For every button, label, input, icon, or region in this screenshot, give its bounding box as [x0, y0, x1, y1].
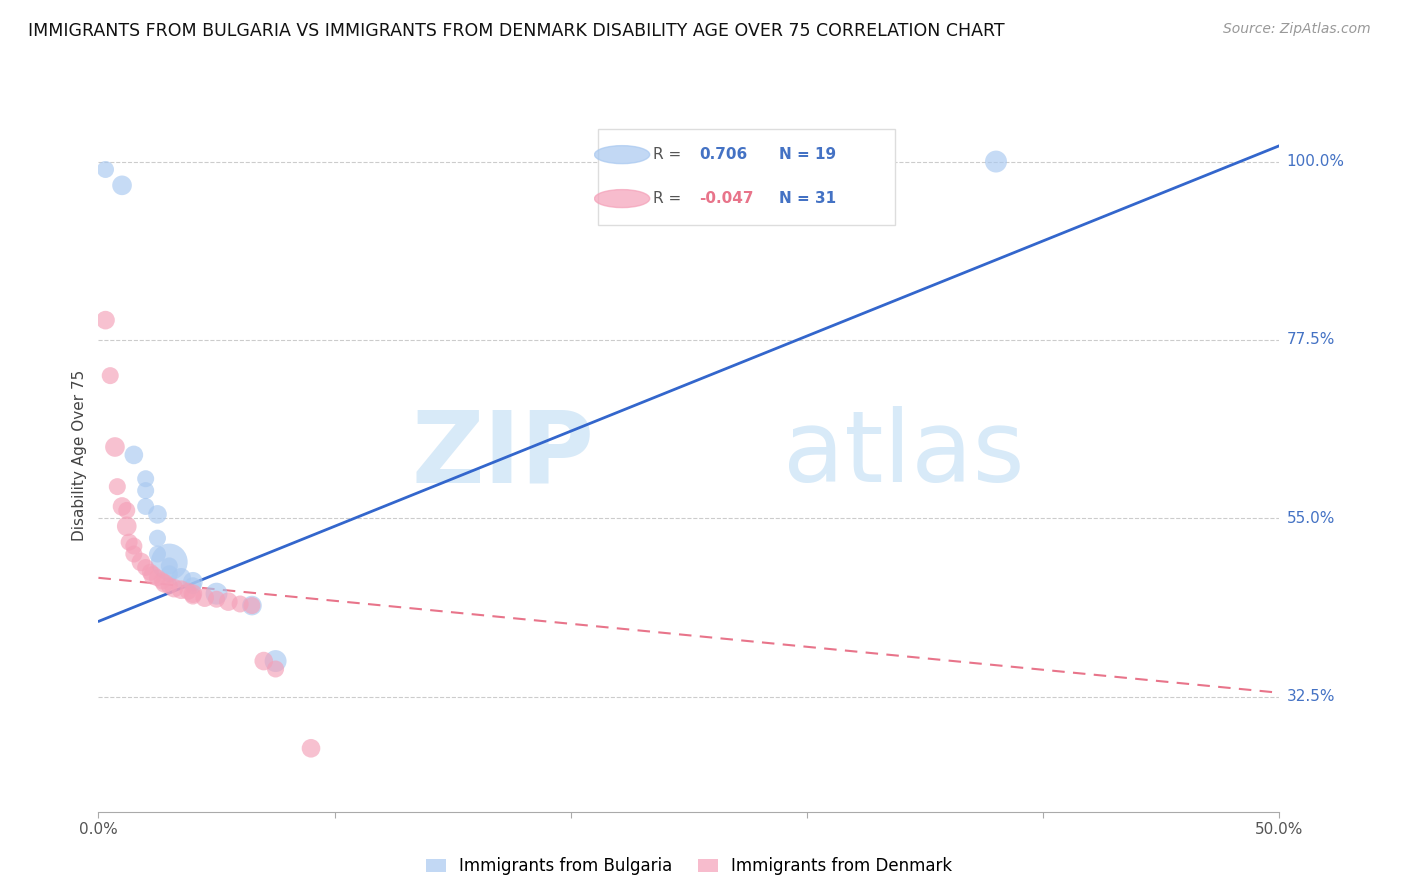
Text: N = 31: N = 31 [779, 191, 835, 206]
FancyBboxPatch shape [598, 128, 896, 225]
Point [135, 560, 157, 574]
Point [170, 582, 193, 597]
Text: N = 19: N = 19 [779, 147, 835, 162]
Point [157, 558, 180, 573]
Text: ZIP: ZIP [412, 407, 595, 503]
Point [253, 654, 276, 668]
Point [111, 500, 134, 514]
Point [217, 594, 239, 608]
Point [146, 547, 169, 561]
Point [264, 662, 287, 676]
Point [229, 597, 252, 611]
Text: 55.0%: 55.0% [1286, 511, 1334, 526]
Point [94, 162, 117, 177]
Point [170, 571, 193, 585]
Point [177, 584, 200, 599]
Y-axis label: Disability Age Over 75: Disability Age Over 75 [72, 369, 87, 541]
Text: 77.5%: 77.5% [1286, 333, 1334, 348]
Point [115, 519, 138, 533]
Point [181, 574, 204, 589]
Point [94, 313, 117, 327]
Point [129, 555, 152, 569]
Point [181, 589, 204, 603]
Point [111, 178, 134, 193]
Point [984, 154, 1007, 169]
Point [115, 503, 138, 517]
Point [181, 579, 204, 593]
Point [157, 579, 180, 593]
Legend: Immigrants from Bulgaria, Immigrants from Denmark: Immigrants from Bulgaria, Immigrants fro… [419, 851, 959, 882]
Point [205, 587, 228, 601]
Point [98, 368, 121, 383]
Text: 32.5%: 32.5% [1286, 690, 1334, 705]
Point [194, 591, 217, 605]
Point [157, 566, 180, 581]
Circle shape [595, 145, 650, 163]
Point [105, 480, 128, 494]
Point [146, 531, 169, 545]
Text: IMMIGRANTS FROM BULGARIA VS IMMIGRANTS FROM DENMARK DISABILITY AGE OVER 75 CORRE: IMMIGRANTS FROM BULGARIA VS IMMIGRANTS F… [28, 22, 1005, 40]
Point [146, 508, 169, 522]
Point [153, 576, 176, 591]
Text: atlas: atlas [783, 407, 1025, 503]
Point [205, 592, 228, 607]
Text: R =: R = [652, 147, 681, 162]
Point [181, 587, 204, 601]
Point [135, 472, 157, 486]
Point [142, 568, 165, 582]
Point [122, 547, 145, 561]
Text: 0.706: 0.706 [699, 147, 747, 162]
Circle shape [595, 190, 650, 208]
Point [240, 599, 263, 613]
Point [104, 440, 127, 454]
Point [135, 483, 157, 498]
Point [118, 535, 141, 549]
Point [122, 539, 145, 553]
Point [122, 448, 145, 462]
Point [157, 555, 180, 569]
Point [135, 500, 157, 514]
Text: 100.0%: 100.0% [1286, 154, 1344, 169]
Point [139, 566, 162, 580]
Text: -0.047: -0.047 [699, 191, 754, 206]
Point [240, 599, 263, 613]
Text: Source: ZipAtlas.com: Source: ZipAtlas.com [1223, 22, 1371, 37]
Point [146, 571, 169, 585]
Point [163, 581, 186, 595]
Point [264, 654, 287, 668]
Point [150, 574, 173, 588]
Text: R =: R = [652, 191, 681, 206]
Point [299, 741, 322, 756]
